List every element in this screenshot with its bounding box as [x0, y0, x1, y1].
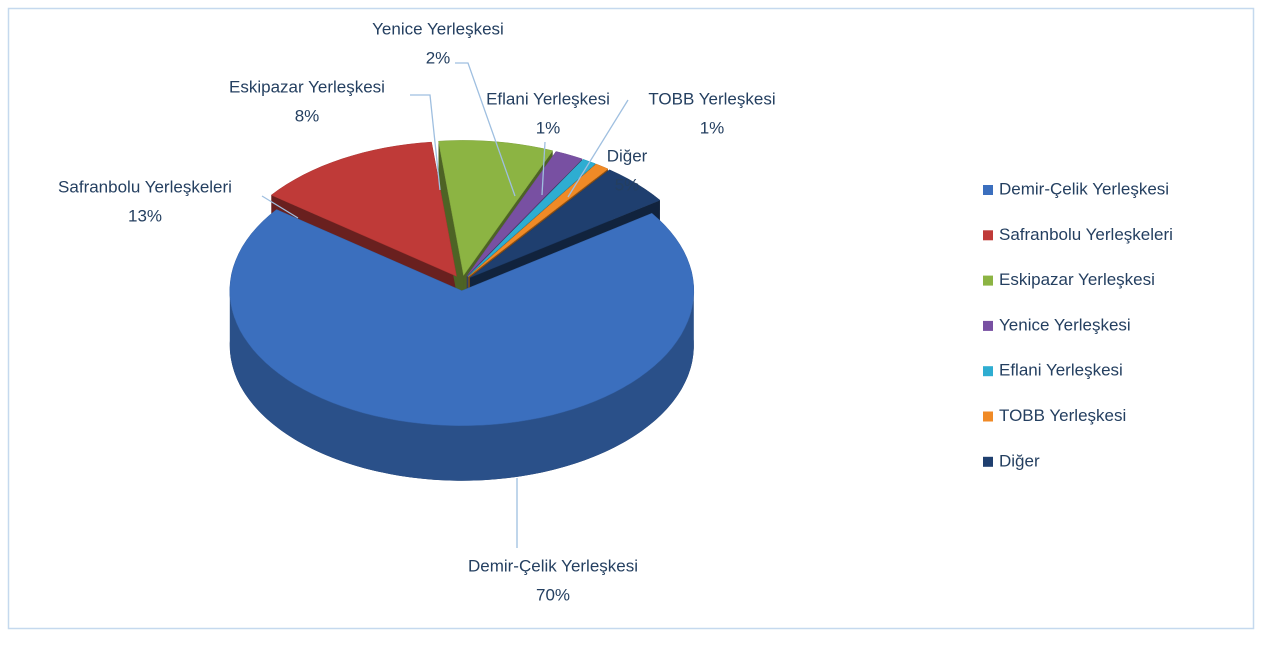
- slice: [468, 163, 609, 277]
- leader-line: [410, 94, 441, 191]
- data-label-name: Diğer: [607, 146, 648, 165]
- data-label-value: 1%: [700, 118, 725, 137]
- slice: [438, 140, 554, 277]
- data-label-name: Eskipazar Yerleşkesi: [229, 77, 385, 96]
- leader-line: [261, 195, 299, 219]
- slice: [270, 141, 457, 277]
- legend-label: Diğer: [999, 451, 1040, 470]
- legend-label: Eflani Yerleşkesi: [999, 361, 1123, 380]
- legend-label: Safranbolu Yerleşkeleri: [999, 225, 1173, 244]
- data-label-value: 5%: [615, 175, 640, 194]
- leader-line: [541, 141, 546, 196]
- leader-line: [567, 99, 629, 198]
- legend-swatch: [983, 185, 993, 195]
- data-label-name: Demir-Çelik Yerleşkesi: [468, 556, 638, 575]
- leader-line: [455, 62, 516, 197]
- slice: [466, 151, 583, 277]
- data-label-value: 1%: [536, 118, 561, 137]
- slice-side: [229, 290, 694, 481]
- slice-wall: [438, 141, 464, 331]
- legend-swatch: [983, 320, 993, 331]
- data-label-name: Safranbolu Yerleşkeleri: [58, 177, 232, 196]
- data-label-value: 70%: [536, 585, 570, 604]
- data-label-name: TOBB Yerleşkesi: [648, 89, 775, 108]
- data-label-value: 2%: [426, 48, 451, 67]
- data-label-name: Eflani Yerleşkesi: [486, 89, 610, 108]
- slice: [229, 209, 695, 426]
- legend-swatch: [983, 275, 993, 286]
- legend-swatch: [983, 230, 993, 241]
- data-label-name: Yenice Yerleşkesi: [372, 19, 504, 38]
- legend-label: TOBB Yerleşkesi: [999, 406, 1126, 425]
- legend-label: Yenice Yerleşkesi: [999, 315, 1131, 334]
- data-label-value: 8%: [295, 106, 320, 125]
- legend-swatch: [983, 411, 993, 422]
- pie-tops: [229, 140, 695, 426]
- data-label-value: 13%: [128, 206, 162, 225]
- legend-swatch: [983, 366, 993, 377]
- legend-swatch: [983, 456, 993, 467]
- legend-label: Eskipazar Yerleşkesi: [999, 270, 1155, 289]
- legend-label: Demir-Çelik Yerleşkesi: [999, 179, 1169, 198]
- slice: [469, 169, 661, 278]
